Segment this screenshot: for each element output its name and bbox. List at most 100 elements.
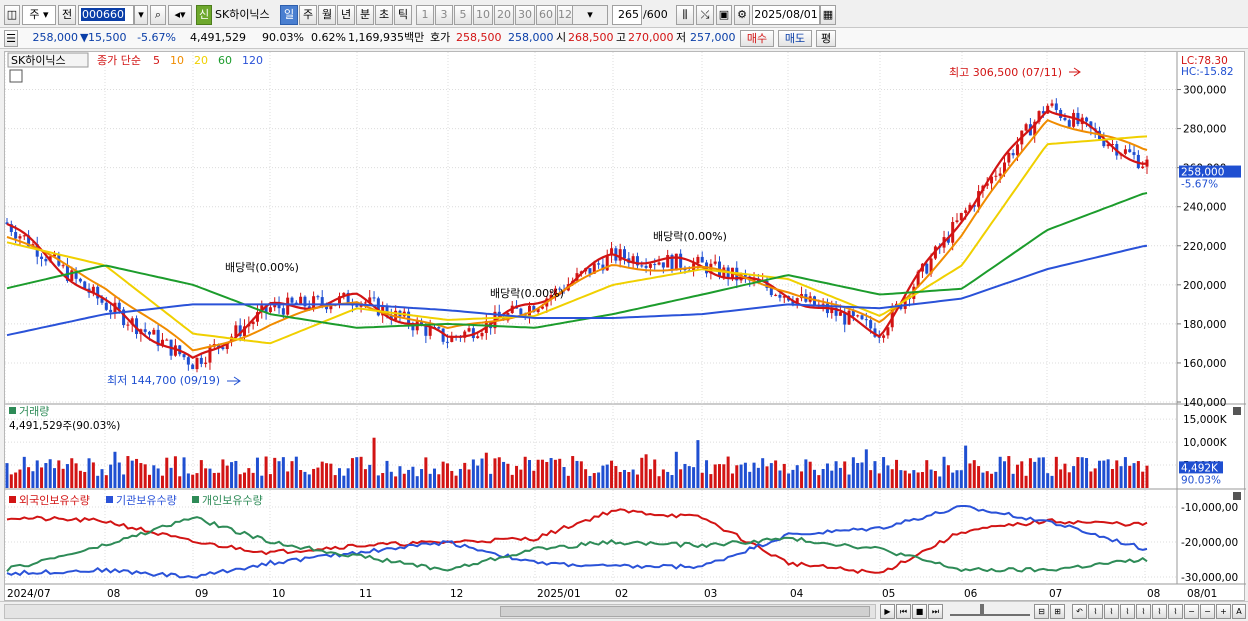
volume-bar	[761, 458, 765, 488]
volume-bar	[1128, 465, 1132, 488]
tool-6-icon[interactable]: ⌇	[1168, 604, 1183, 619]
volume-bar	[990, 473, 994, 488]
volume-bar	[985, 471, 989, 488]
volume-bar	[355, 457, 359, 488]
candle-body	[476, 336, 480, 339]
stock-code-input[interactable]: 000660	[78, 5, 134, 25]
search-icon[interactable]: ⌕	[150, 5, 166, 25]
volume-bar	[743, 462, 747, 488]
candle-body	[225, 342, 229, 350]
tool-2-icon[interactable]: ⌇	[1104, 604, 1119, 619]
tool-3-icon[interactable]: ⌇	[1120, 604, 1135, 619]
speaker-icon[interactable]: ◂▾	[168, 5, 192, 25]
period-button[interactable]: 월	[318, 5, 336, 25]
volume-bar	[571, 456, 575, 488]
volume-bar	[778, 470, 782, 488]
stop-icon[interactable]: ■	[912, 604, 927, 619]
candle-body	[869, 320, 873, 329]
gear-icon[interactable]: ⚙	[734, 5, 750, 25]
buy-button[interactable]: 매수	[740, 30, 774, 47]
holdings-axis-label: -10,000,00	[1181, 502, 1238, 514]
interval-dropdown[interactable]: ▾	[572, 5, 608, 25]
candle-body	[929, 258, 933, 274]
interval-button[interactable]: 1	[416, 5, 434, 25]
calendar-icon[interactable]: ▦	[820, 5, 836, 25]
font-size-icon[interactable]: A	[1232, 604, 1246, 619]
current-price-tag-label: 258,000	[1181, 167, 1224, 179]
interval-button[interactable]: 30	[515, 5, 535, 25]
interval-button[interactable]: 10	[473, 5, 493, 25]
volume-bar	[756, 467, 760, 488]
period-button[interactable]: 분	[356, 5, 374, 25]
volume-bar	[765, 466, 769, 488]
period-button[interactable]: 일	[280, 5, 298, 25]
volume-bar	[316, 467, 320, 488]
candle-body	[303, 296, 307, 307]
scroll-track[interactable]	[4, 604, 876, 619]
volume-bar	[454, 475, 458, 488]
candle-body	[860, 315, 864, 320]
interval-button[interactable]: 5	[454, 5, 472, 25]
candle-body	[795, 298, 799, 304]
zoom-slider[interactable]	[950, 604, 1030, 616]
volume-bar	[186, 473, 190, 488]
zoom-increase-icon[interactable]: ⊞	[1050, 604, 1065, 619]
flat-button[interactable]: 평	[816, 30, 836, 47]
scroll-right-icon[interactable]: ▶	[880, 604, 895, 619]
volume-bar	[96, 475, 100, 488]
volume-bar	[653, 459, 657, 488]
save-icon[interactable]: ▣	[716, 5, 732, 25]
interval-button[interactable]: 60	[536, 5, 556, 25]
minus-icon[interactable]: −	[1200, 604, 1215, 619]
period-button[interactable]: 초	[375, 5, 393, 25]
candle-body	[597, 263, 601, 265]
code-dropdown-icon[interactable]: ▾	[134, 5, 148, 25]
undo-icon[interactable]: ↶	[1072, 604, 1087, 619]
volume-bar	[260, 475, 264, 488]
scroll-end-icon[interactable]: ⏭	[928, 604, 943, 619]
prev-button[interactable]: 전	[58, 5, 76, 25]
draw-tool-icon[interactable]: ⤯	[696, 5, 714, 25]
candle-body	[666, 255, 670, 268]
candle-body	[847, 310, 851, 325]
volume: 4,491,529	[190, 31, 246, 44]
interval-button[interactable]: 3	[435, 5, 453, 25]
volume-bar	[679, 469, 683, 488]
candle-type-icon[interactable]: ⫼	[676, 5, 694, 25]
stock-name-label: SK하이닉스	[11, 53, 66, 67]
period-button[interactable]: 틱	[394, 5, 412, 25]
sell-button[interactable]: 매도	[778, 30, 812, 47]
scroll-bar[interactable]: ▶ ⏮ ■ ⏭ ⊟ ⊞ ↶ ⌇ ⌇ ⌇ ⌇ ⌇ ⌇ − − + A	[0, 601, 1248, 621]
volume-bar	[1110, 469, 1114, 488]
period-button[interactable]: 년	[337, 5, 355, 25]
candle-body	[635, 256, 639, 266]
volume-bar	[255, 457, 259, 488]
volume-bar	[847, 474, 851, 488]
chart-menu-icon[interactable]: ◫	[4, 5, 20, 25]
zoom-out-icon[interactable]: −	[1184, 604, 1199, 619]
plus-icon[interactable]: +	[1216, 604, 1231, 619]
tool-4-icon[interactable]: ⌇	[1136, 604, 1151, 619]
x-axis-label: 05	[882, 588, 895, 600]
tool-5-icon[interactable]: ⌇	[1152, 604, 1167, 619]
candle-body	[743, 274, 747, 277]
scroll-thumb[interactable]	[500, 606, 870, 617]
volume-bar	[670, 475, 674, 488]
volume-bar	[635, 474, 639, 488]
volume-bar	[139, 463, 143, 488]
count-input[interactable]: 265	[612, 5, 642, 25]
expand-icon[interactable]: ☰	[4, 30, 18, 47]
date-input[interactable]: 2025/08/01	[752, 5, 820, 25]
interval-button[interactable]: 20	[494, 5, 514, 25]
chart-area[interactable]: 2024/07 08 09 10 11 12 2025/01 02 03 04 05 06 07 08 08…	[4, 51, 1246, 601]
zoom-slider-handle[interactable]	[980, 604, 984, 616]
period-button[interactable]: 주	[299, 5, 317, 25]
scroll-start-icon[interactable]: ⏮	[896, 604, 911, 619]
period-type-select[interactable]: 주 ▾	[22, 5, 56, 25]
candle-body	[864, 319, 868, 321]
volume-bar	[182, 457, 186, 488]
volume-bar	[433, 468, 436, 488]
zoom-decrease-icon[interactable]: ⊟	[1034, 604, 1049, 619]
candle-body	[316, 296, 320, 298]
tool-1-icon[interactable]: ⌇	[1088, 604, 1103, 619]
